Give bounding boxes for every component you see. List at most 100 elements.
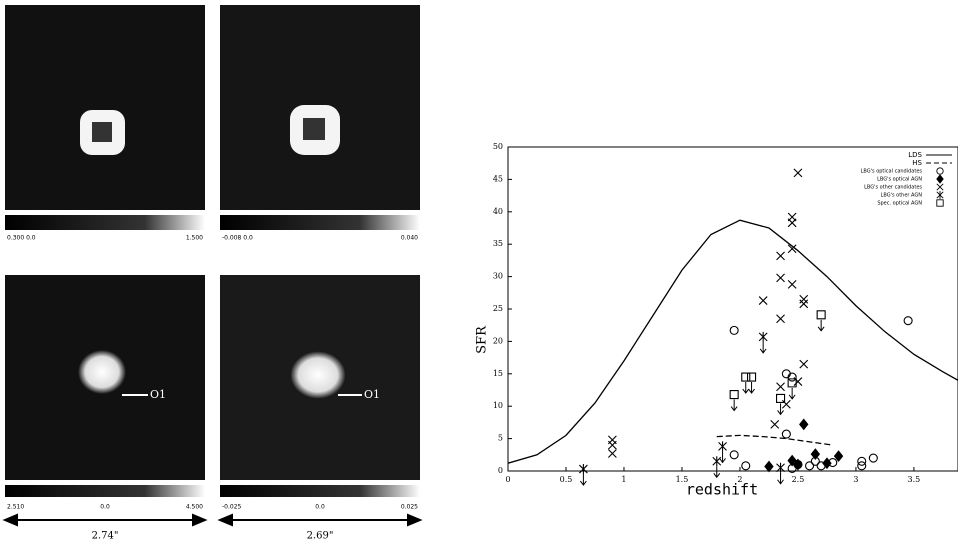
point — [712, 456, 722, 467]
point — [787, 463, 797, 473]
panel: 0.300 0.0 1.500 — [5, 5, 205, 242]
colorbar-label: 0.025 — [401, 504, 418, 511]
legend-label: LBG's other candidates — [864, 185, 922, 191]
legend-label: LDS — [908, 151, 922, 159]
panel: -0.008 0.0 0.040 — [220, 5, 420, 242]
upper-limit-arrow — [788, 387, 796, 400]
point — [741, 461, 751, 471]
point — [758, 296, 768, 305]
y-tick-label: 40 — [493, 207, 503, 216]
legend-label: LBG's optical AGN — [877, 177, 922, 183]
point — [758, 331, 768, 342]
point — [729, 325, 739, 335]
legend-label: LBG's other AGN — [881, 193, 923, 199]
point — [857, 456, 867, 466]
y-tick-label: 0 — [498, 466, 503, 475]
point — [776, 462, 785, 473]
colorbar-label: -0.025 — [222, 504, 242, 511]
point — [729, 389, 739, 400]
colorbar-label: 2.510 — [7, 504, 24, 511]
point — [776, 393, 786, 403]
panel-label: O1 — [150, 388, 166, 401]
point — [804, 461, 815, 471]
point — [607, 449, 617, 458]
legend-label: HS — [912, 159, 922, 167]
scale-label: 2.69" — [307, 531, 334, 542]
point — [781, 399, 791, 409]
point — [787, 372, 797, 382]
point — [810, 448, 821, 461]
legend-marker — [936, 199, 944, 207]
colorbar-label: 0.0 — [100, 504, 110, 511]
point — [770, 419, 780, 429]
point — [776, 314, 785, 324]
upper-limit-arrow — [742, 382, 750, 394]
x-axis-label: redshift — [686, 481, 758, 499]
upper-limit-arrow — [730, 399, 738, 412]
y-tick-label: 20 — [493, 336, 503, 345]
point — [816, 310, 826, 320]
point — [787, 212, 797, 222]
point — [781, 429, 791, 439]
y-tick-label: 15 — [493, 369, 503, 378]
x-tick-label: 2.5 — [792, 475, 805, 484]
point — [828, 458, 838, 468]
scale-label: 2.74" — [92, 531, 119, 542]
point — [799, 418, 809, 431]
point — [799, 299, 809, 309]
x-tick-label: 0 — [505, 475, 510, 484]
upper-limit-arrow — [579, 474, 587, 486]
upper-limit-arrow — [777, 472, 784, 485]
curve — [716, 434, 833, 446]
point — [857, 461, 867, 471]
point — [787, 378, 797, 388]
point — [868, 453, 878, 463]
point — [747, 372, 757, 382]
point — [903, 316, 913, 326]
point — [810, 456, 820, 466]
point — [776, 382, 785, 392]
colorbar-label: 0.0 — [315, 504, 325, 511]
colorbar-label: 4.500 — [186, 504, 203, 511]
x-tick-label: 3 — [853, 475, 858, 484]
point — [776, 273, 785, 283]
point — [822, 457, 832, 470]
x-tick-label: 3.5 — [908, 475, 921, 484]
y-tick-label: 30 — [493, 272, 503, 281]
x-tick-label: 0.5 — [560, 475, 573, 484]
point — [718, 441, 727, 452]
y-tick-label: 50 — [493, 142, 503, 151]
point — [833, 450, 844, 462]
point — [787, 244, 797, 254]
point — [799, 359, 809, 369]
y-tick-label: 45 — [493, 174, 503, 183]
legend-label: LBG's optical candidates — [861, 169, 923, 175]
curve — [507, 219, 958, 464]
y-tick-label: 25 — [493, 304, 503, 313]
legend-marker — [936, 191, 944, 200]
point — [764, 460, 774, 473]
panel: O1 2.510 0.0 4.500 — [5, 275, 205, 511]
upper-limit-arrow — [748, 382, 755, 394]
colorbar-label: 1.500 — [186, 235, 203, 242]
upper-limit-arrow — [719, 451, 726, 464]
point — [607, 440, 617, 450]
legend-marker — [936, 167, 944, 175]
upper-limit-arrow — [777, 403, 784, 416]
upper-limit-arrow — [759, 341, 767, 354]
point — [776, 251, 785, 261]
colorbar-label: 0.040 — [401, 235, 418, 242]
legend-label: Spec. optical AGN — [877, 201, 922, 207]
legend-marker — [936, 183, 944, 191]
point — [793, 458, 803, 471]
panel: O1 -0.025 0.0 0.025 — [220, 275, 420, 511]
point — [793, 168, 803, 178]
y-axis-label: SFR — [475, 325, 490, 354]
scale-arrows — [2, 513, 423, 527]
upper-limit-arrow — [817, 319, 825, 332]
x-tick-label: 2 — [737, 475, 742, 484]
x-tick-label: 1 — [621, 475, 626, 484]
point — [787, 454, 797, 467]
